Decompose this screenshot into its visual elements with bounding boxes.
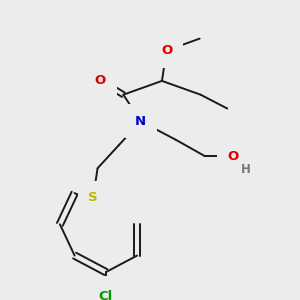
Text: O: O bbox=[95, 74, 106, 87]
Text: S: S bbox=[88, 191, 98, 204]
Text: O: O bbox=[227, 150, 238, 163]
Text: O: O bbox=[161, 44, 172, 57]
Text: H: H bbox=[241, 163, 250, 176]
Text: N: N bbox=[135, 115, 146, 128]
Text: Cl: Cl bbox=[99, 290, 113, 300]
